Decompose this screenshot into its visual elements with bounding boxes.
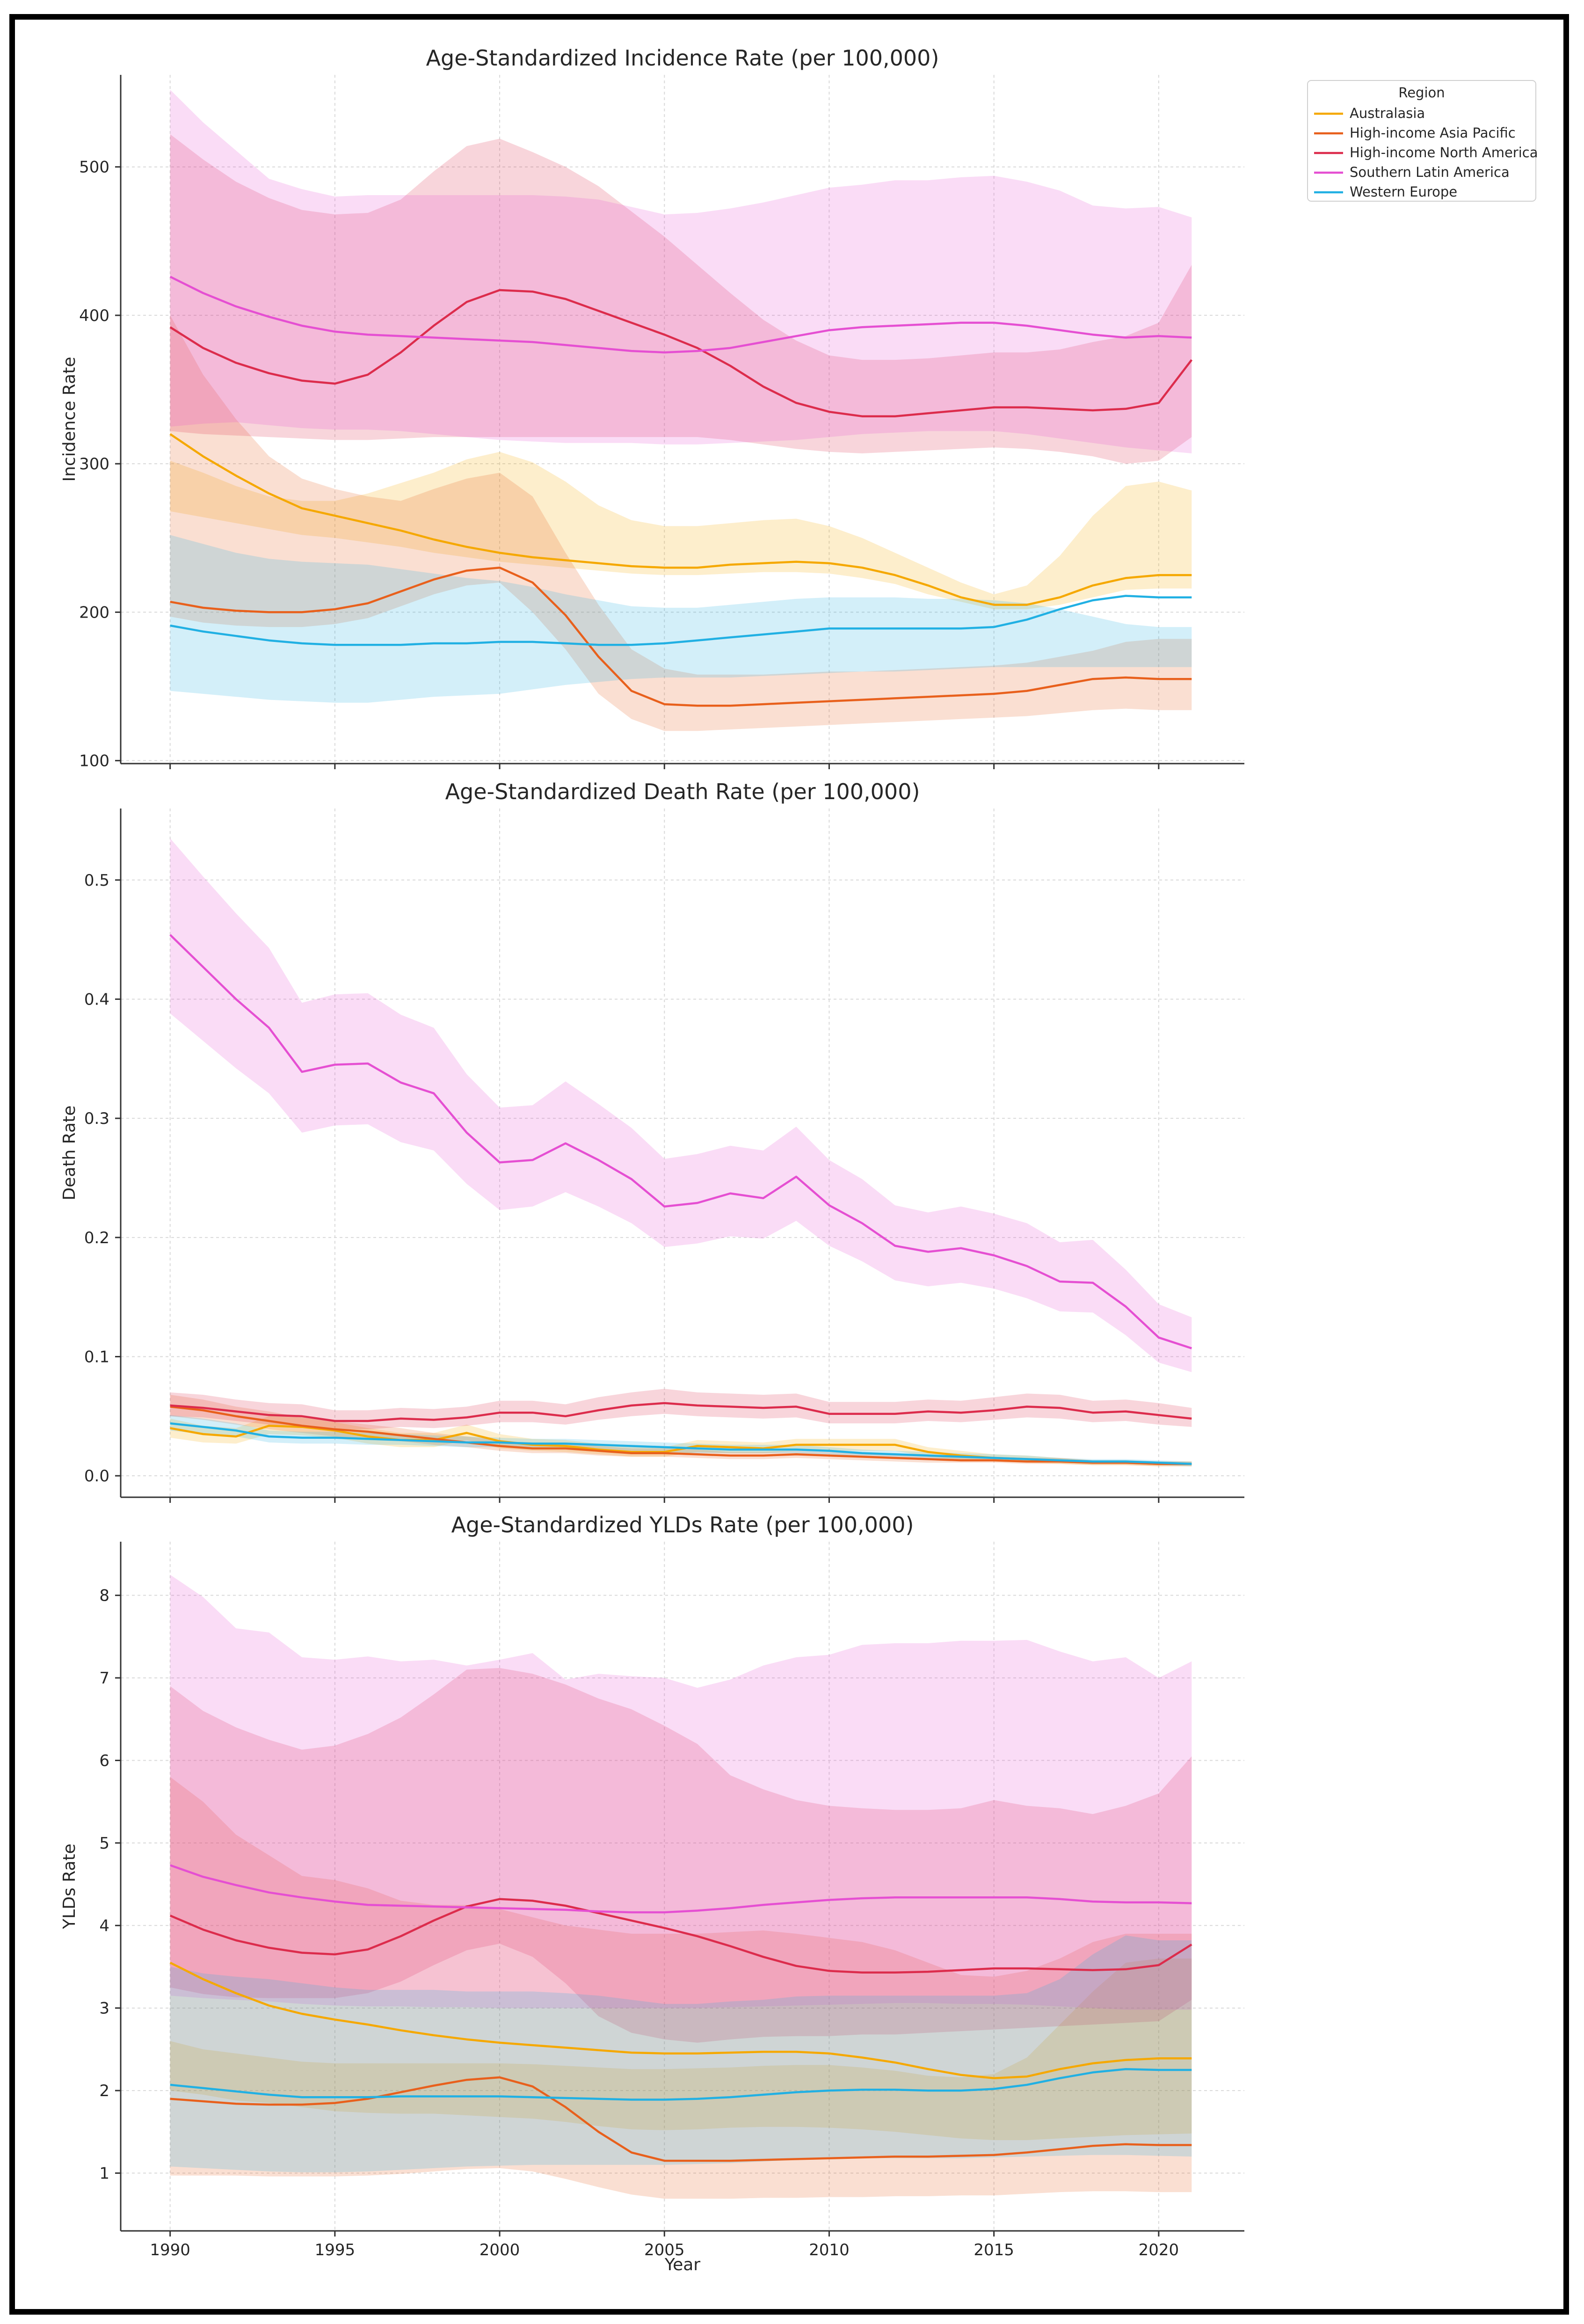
panel-2: 0.0 0.1 0.2 0.3 0.4 0.5 Age-Standardized Death… xyxy=(60,779,1244,1503)
y-tick-label: 8 xyxy=(99,1587,109,1605)
series-line-high-income-asia-pacific xyxy=(170,2076,1192,2162)
y-tick-label: 0.2 xyxy=(84,1229,109,1247)
series-line-high-income-north-america xyxy=(170,1402,1192,1422)
ci-band-australasia xyxy=(170,452,1192,610)
legend-box xyxy=(1307,80,1536,202)
x-tick-label: 2005 xyxy=(644,2241,685,2259)
panel-title: Age-Standardized Incidence Rate (per 100… xyxy=(426,45,939,71)
legend: Region Australasia High-income Asia Pacifi… xyxy=(1307,80,1538,202)
x-tick-label: 2020 xyxy=(1139,2241,1179,2259)
legend-label: High-income North America xyxy=(1350,145,1538,160)
y-tick-label: 0.3 xyxy=(84,1109,109,1128)
ci-band-high-income-north-america xyxy=(170,134,1192,464)
ci-band-high-income-asia-pacific xyxy=(170,315,1192,731)
ci-band-high-income-asia-pacific xyxy=(170,1777,1192,2199)
y-tick-label: 0.0 xyxy=(84,1467,109,1486)
y-tick-label: 200 xyxy=(79,603,109,622)
y-tick-label: 5 xyxy=(99,1834,109,1853)
series-line-high-income-asia-pacific xyxy=(170,1406,1192,1465)
series-line-australasia xyxy=(169,433,1192,606)
series-line-western-europe xyxy=(170,1422,1192,1465)
series-line-high-income-north-america xyxy=(169,289,1193,417)
panel-title: Age-Standardized YLDs Rate (per 100,000) xyxy=(451,1512,914,1537)
series-line-southern-latin-america xyxy=(169,276,1192,354)
legend-label: High-income Asia Pacific xyxy=(1350,125,1516,141)
series-line-australasia xyxy=(169,1961,1192,2079)
panel-1: 100 200 300 400 500 Age-Standardized Incidenc… xyxy=(60,45,1244,771)
y-tick-label: 300 xyxy=(79,455,109,474)
x-tick-label: 1995 xyxy=(315,2241,356,2259)
y-axis-label: Death Rate xyxy=(60,1106,79,1201)
y-tick-label: 0.4 xyxy=(84,990,109,1009)
y-tick-label: 6 xyxy=(99,1751,109,1770)
panel-title: Age-Standardized Death Rate (per 100,000… xyxy=(445,779,920,804)
y-tick-label: 3 xyxy=(99,1999,109,2018)
y-tick-label: 1 xyxy=(99,2164,109,2183)
series-line-high-income-north-america xyxy=(169,1898,1192,1974)
ci-band-australasia xyxy=(170,1958,1192,2140)
figure-frame xyxy=(9,14,1569,2315)
y-tick-label: 0.1 xyxy=(84,1348,109,1366)
series-line-southern-latin-america xyxy=(169,934,1192,1349)
series-line-western-europe xyxy=(170,595,1192,646)
legend-label: Australasia xyxy=(1350,105,1425,121)
ci-band-high-income-asia-pacific xyxy=(170,1395,1192,1466)
y-tick-label: 400 xyxy=(79,306,109,325)
x-tick-label: 1990 xyxy=(150,2241,190,2259)
y-axis-label: YLDs Rate xyxy=(60,1843,79,1930)
series-line-southern-latin-america xyxy=(169,1864,1192,1914)
x-axis-label: Year xyxy=(664,2255,700,2274)
ci-band-high-income-north-america xyxy=(170,1389,1192,1429)
ci-band-southern-latin-america xyxy=(170,838,1192,1372)
y-tick-label: 2 xyxy=(99,2082,109,2100)
ci-band-southern-latin-america xyxy=(170,89,1192,453)
x-tick-label: 2010 xyxy=(809,2241,850,2259)
ci-band-high-income-north-america xyxy=(170,1668,1192,2043)
x-tick-label: 2000 xyxy=(480,2241,520,2259)
series-line-western-europe xyxy=(170,2068,1192,2101)
legend-title: Region xyxy=(1398,85,1445,101)
y-tick-label: 7 xyxy=(99,1669,109,1688)
y-tick-label: 4 xyxy=(99,1916,109,1935)
ci-band-western-europe xyxy=(170,535,1192,703)
ci-band-southern-latin-america xyxy=(170,1574,1192,2010)
y-tick-label: 0.5 xyxy=(84,871,109,890)
y-tick-label: 100 xyxy=(79,752,109,771)
panel-3: 1990 1995 2000 2005 2010 2015 2020 1 2 3 4 5 6 7 8 Age-… xyxy=(60,1512,1244,2259)
legend-label: Southern Latin America xyxy=(1350,164,1510,180)
series-line-high-income-asia-pacific xyxy=(170,566,1192,707)
y-tick-label: 500 xyxy=(79,158,109,177)
legend-label: Western Europe xyxy=(1350,184,1457,200)
x-tick-label: 2015 xyxy=(974,2241,1014,2259)
y-axis-label: Incidence Rate xyxy=(60,357,79,482)
